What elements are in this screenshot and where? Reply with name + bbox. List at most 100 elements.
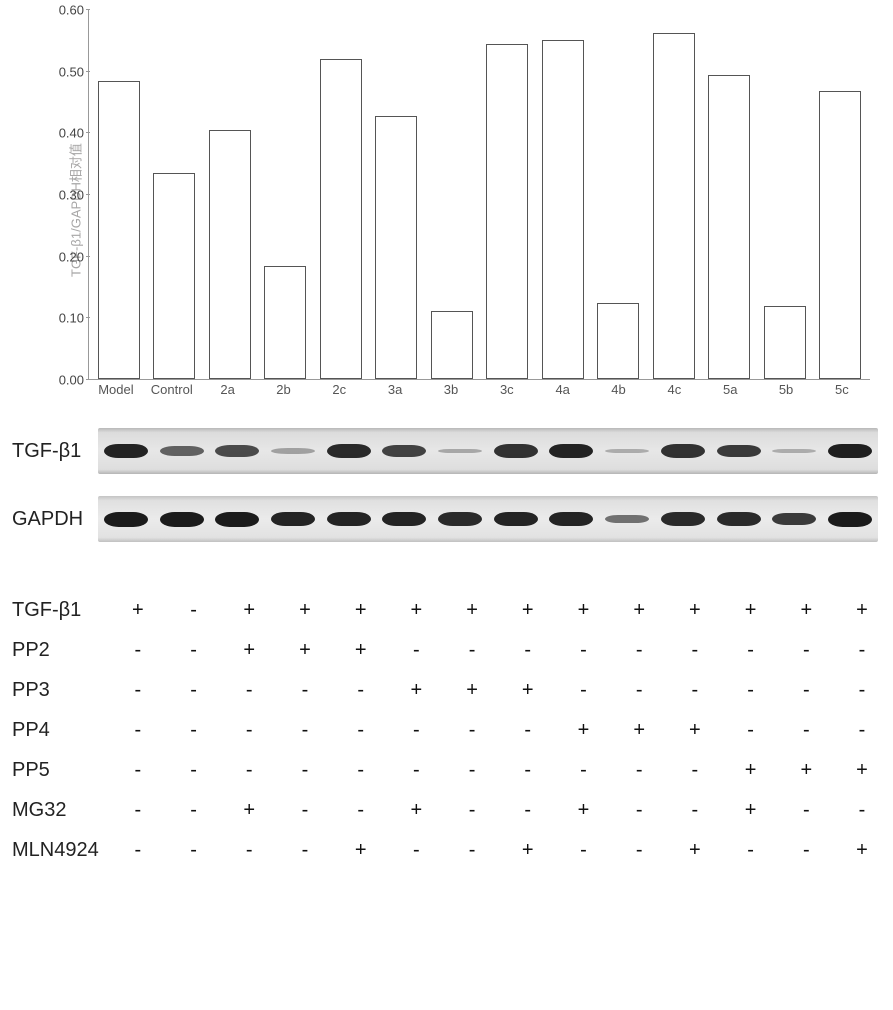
- treatment-cell: -: [614, 639, 664, 662]
- treatment-row: PP5-----------+++: [12, 750, 893, 790]
- treatment-cell: -: [558, 759, 608, 782]
- treatment-cell: +: [558, 719, 608, 742]
- treatment-cell: -: [113, 799, 163, 822]
- blot-label: GAPDH: [12, 508, 98, 531]
- treatment-cell: -: [169, 799, 219, 822]
- bar-2a: [209, 130, 251, 379]
- x-label: 2a: [207, 382, 249, 397]
- blot-band: [549, 444, 593, 458]
- blot-band: [160, 446, 204, 456]
- treatment-cell: -: [447, 759, 497, 782]
- treatment-cell: -: [113, 679, 163, 702]
- bar-3a: [375, 116, 417, 379]
- treatment-cell: -: [391, 719, 441, 742]
- treatment-cell: +: [336, 639, 386, 662]
- treatment-cell: +: [224, 599, 274, 622]
- treatment-cell: +: [224, 639, 274, 662]
- treatment-cell: -: [837, 719, 887, 742]
- blot-row: TGF-β1: [12, 428, 893, 474]
- blot-band: [215, 445, 259, 457]
- blot-band: [271, 448, 315, 453]
- treatment-cell: -: [503, 759, 553, 782]
- x-label: 3b: [430, 382, 472, 397]
- treatment-cell: +: [558, 799, 608, 822]
- treatment-cell: -: [336, 719, 386, 742]
- treatment-cell: -: [391, 759, 441, 782]
- treatment-cell: +: [614, 599, 664, 622]
- treatment-label: PP2: [12, 639, 110, 662]
- treatment-cell: +: [726, 759, 776, 782]
- treatment-cell: -: [447, 799, 497, 822]
- x-label: 3c: [486, 382, 528, 397]
- treatment-cell: -: [113, 839, 163, 862]
- treatment-cell: -: [726, 719, 776, 742]
- blot-label: TGF-β1: [12, 440, 98, 463]
- treatment-cell: +: [503, 839, 553, 862]
- treatment-cell: -: [169, 719, 219, 742]
- treatment-cell: +: [726, 799, 776, 822]
- blot-band: [327, 444, 371, 458]
- blot-band: [717, 445, 761, 458]
- treatment-cell: +: [336, 839, 386, 862]
- y-ticks: 0.000.100.200.300.400.500.60: [60, 10, 88, 380]
- treatment-cell: -: [670, 679, 720, 702]
- treatment-cell: -: [726, 839, 776, 862]
- treatment-cell: +: [781, 599, 831, 622]
- treatment-cell: -: [670, 639, 720, 662]
- blot-band: [828, 512, 872, 527]
- bar-2b: [264, 266, 306, 379]
- treatment-cell: +: [726, 599, 776, 622]
- treatment-cell: -: [837, 679, 887, 702]
- bars-container: [89, 10, 870, 379]
- treatment-cell: -: [169, 599, 219, 622]
- treatment-cell: +: [391, 599, 441, 622]
- treatment-cell: -: [670, 799, 720, 822]
- y-tick-label: 0.50: [59, 64, 84, 79]
- treatment-cell: -: [781, 679, 831, 702]
- treatment-cell: -: [169, 839, 219, 862]
- treatment-label: PP3: [12, 679, 110, 702]
- treatment-cell: -: [280, 679, 330, 702]
- treatment-cell: -: [280, 799, 330, 822]
- treatment-cell: -: [224, 679, 274, 702]
- treatment-cell: +: [280, 639, 330, 662]
- y-tick-label: 0.10: [59, 311, 84, 326]
- blot-band: [382, 512, 426, 526]
- treatment-cell: -: [113, 759, 163, 782]
- treatment-cell: +: [558, 599, 608, 622]
- treatment-grid: TGF-β1+-++++++++++++PP2--+++---------PP3…: [12, 590, 893, 870]
- treatment-cell: -: [726, 679, 776, 702]
- treatment-cell: -: [558, 639, 608, 662]
- blot-band: [494, 512, 538, 526]
- treatment-cell: -: [280, 839, 330, 862]
- y-tick-label: 0.00: [59, 373, 84, 388]
- blot-band: [327, 512, 371, 526]
- treatment-cell: -: [558, 679, 608, 702]
- treatment-cell: -: [280, 719, 330, 742]
- blot-band: [549, 512, 593, 526]
- treatment-cell: -: [224, 759, 274, 782]
- treatment-cell: -: [614, 799, 664, 822]
- x-label: Control: [151, 382, 193, 397]
- treatment-cell: -: [224, 719, 274, 742]
- bar-2c: [320, 59, 362, 379]
- treatment-cell: -: [558, 839, 608, 862]
- x-label: 5b: [765, 382, 807, 397]
- treatment-cell: -: [503, 719, 553, 742]
- treatment-cell: +: [670, 839, 720, 862]
- treatment-cell: -: [280, 759, 330, 782]
- treatment-cell: +: [336, 599, 386, 622]
- treatment-cell: -: [503, 799, 553, 822]
- treatment-cell: -: [614, 679, 664, 702]
- treatment-cell: -: [837, 799, 887, 822]
- treatment-cell: -: [169, 639, 219, 662]
- treatment-cell: -: [113, 639, 163, 662]
- x-label: 3a: [374, 382, 416, 397]
- x-labels: ModelControl2a2b2c3a3b3c4a4b4c5a5b5c: [88, 382, 870, 410]
- treatment-cell: -: [837, 639, 887, 662]
- blot-band: [494, 444, 538, 457]
- y-tick-label: 0.20: [59, 249, 84, 264]
- bar-Model: [98, 81, 140, 379]
- treatment-cell: -: [169, 679, 219, 702]
- treatment-cell: +: [781, 759, 831, 782]
